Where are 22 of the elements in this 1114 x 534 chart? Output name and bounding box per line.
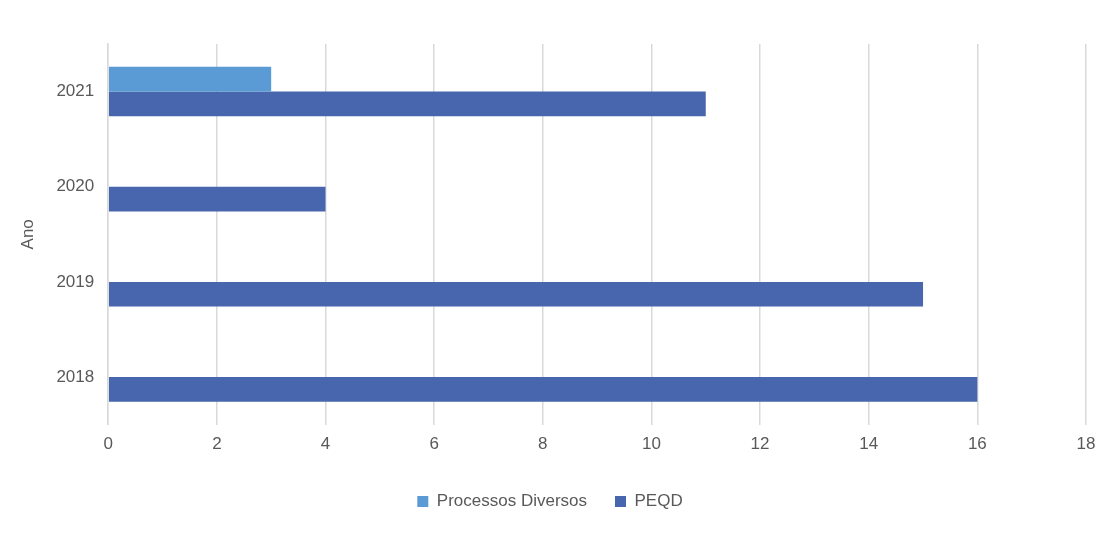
x-tick-label: 0 [103,434,113,454]
x-tick-label: 4 [320,434,331,454]
bar [108,377,978,402]
legend-label: Processos Diversos [436,491,588,511]
legend-label: PEQD [634,491,683,511]
y-tick-label: 2018 [56,366,95,386]
x-tick-label: 16 [967,434,987,454]
x-tick-label: 10 [641,434,661,454]
bar [108,91,706,117]
y-axis-title: Ano [17,219,37,250]
y-tick-label: 2020 [56,176,95,196]
y-tick-label: 2021 [56,81,95,101]
x-tick-label: 12 [750,434,770,454]
x-tick-label: 8 [538,434,548,454]
y-tick-label: 2019 [56,271,95,291]
x-tick-label: 6 [429,434,439,454]
bar [108,66,272,92]
x-tick-label: 18 [1076,434,1096,454]
bar [108,186,326,212]
bar [108,281,924,307]
x-tick-label: 14 [859,434,879,454]
x-tick-label: 2 [212,434,222,454]
